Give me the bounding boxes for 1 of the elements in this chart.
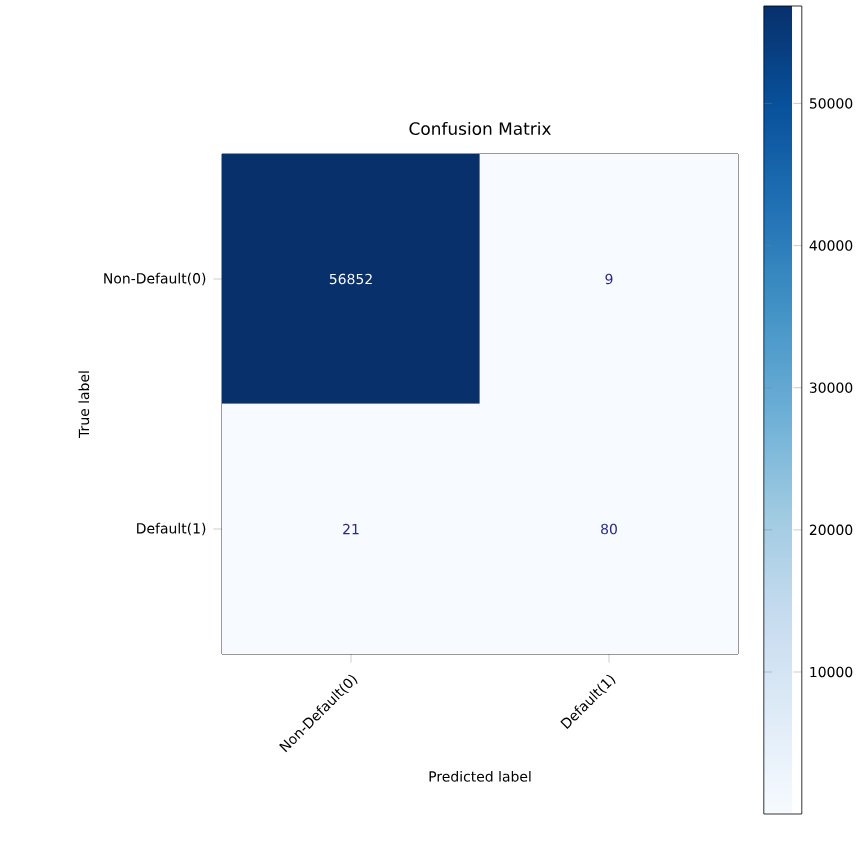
chart-title: Confusion Matrix xyxy=(409,121,551,136)
